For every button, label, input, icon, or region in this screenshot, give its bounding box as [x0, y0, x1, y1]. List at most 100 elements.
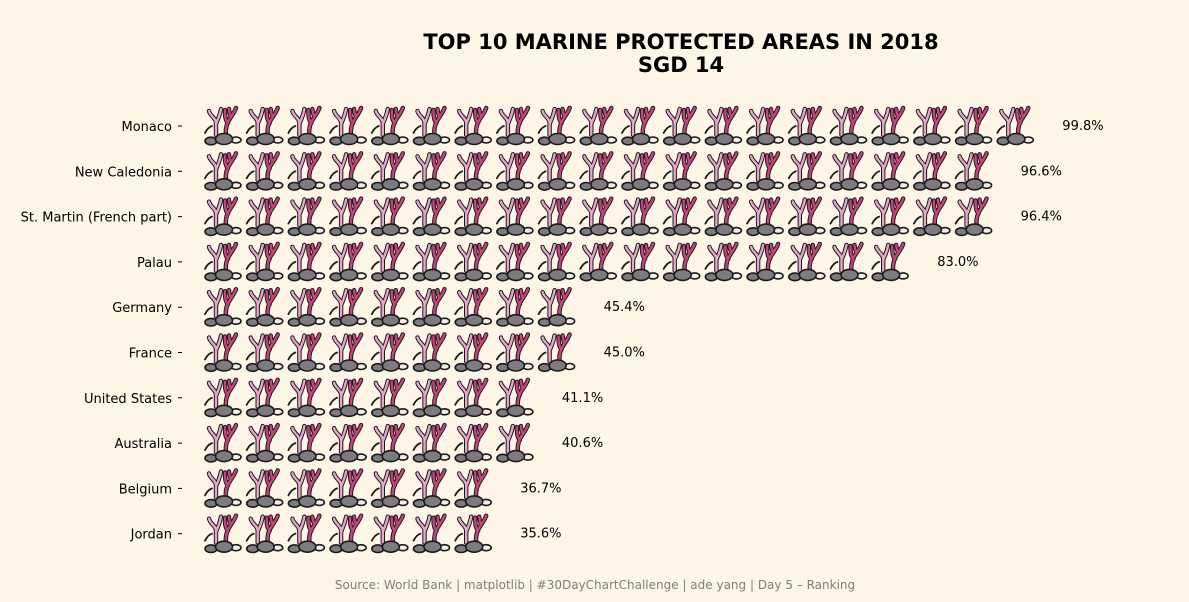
- coral-icon: [497, 108, 533, 145]
- coral-icon: [372, 516, 408, 553]
- value-label: 41.1%: [562, 391, 603, 406]
- coral-icon: [664, 244, 700, 281]
- coral-icon: [664, 108, 700, 145]
- category-label: New Caledonia: [75, 165, 172, 180]
- coral-icon: [414, 199, 450, 236]
- coral-icon: [414, 244, 450, 281]
- coral-icon: [205, 289, 241, 326]
- coral-icon: [705, 244, 741, 281]
- coral-icon: [455, 516, 491, 553]
- coral-icon: [872, 244, 908, 281]
- coral-icon: [497, 335, 533, 372]
- coral-icon: [372, 289, 408, 326]
- coral-icon: [247, 289, 283, 326]
- coral-icon: [288, 199, 324, 236]
- coral-icon: [539, 108, 575, 145]
- coral-icon: [622, 153, 658, 190]
- coral-icon: [497, 289, 533, 326]
- coral-icon: [580, 199, 616, 236]
- chart-row: New Caledonia 96.6%: [75, 153, 1062, 190]
- coral-icon: [497, 425, 533, 462]
- chart-row: Belgium 36.7%: [119, 470, 562, 507]
- coral-icon: [205, 199, 241, 236]
- category-label: Monaco: [122, 120, 173, 135]
- coral-icon: [372, 244, 408, 281]
- chart-row: Jordan 35.6%: [130, 516, 562, 553]
- coral-icon: [288, 153, 324, 190]
- coral-icon: [372, 425, 408, 462]
- coral-icon: [247, 153, 283, 190]
- value-label: 40.6%: [562, 436, 603, 451]
- coral-icon: [247, 470, 283, 507]
- coral-icon: [789, 199, 825, 236]
- coral-icon: [539, 335, 575, 372]
- coral-icon: [414, 289, 450, 326]
- coral-icon: [580, 244, 616, 281]
- coral-icon: [330, 244, 366, 281]
- coral-icon: [539, 199, 575, 236]
- value-label: 45.0%: [604, 346, 645, 361]
- coral-icon: [247, 380, 283, 417]
- coral-icon: [455, 425, 491, 462]
- category-label: St. Martin (French part): [21, 211, 172, 226]
- coral-icon: [414, 380, 450, 417]
- coral-icon: [455, 335, 491, 372]
- value-label: 83.0%: [937, 255, 978, 270]
- coral-icon: [247, 199, 283, 236]
- coral-icon: [664, 153, 700, 190]
- coral-icon: [247, 516, 283, 553]
- coral-icon: [705, 199, 741, 236]
- chart-row: Palau 83.0%: [137, 244, 979, 281]
- coral-icon: [997, 108, 1033, 145]
- coral-icon: [205, 470, 241, 507]
- coral-icon: [747, 108, 783, 145]
- coral-icon: [330, 380, 366, 417]
- coral-icon: [747, 244, 783, 281]
- coral-icon: [330, 470, 366, 507]
- coral-icon: [789, 108, 825, 145]
- coral-icon: [831, 153, 867, 190]
- coral-icon: [330, 425, 366, 462]
- category-label: Palau: [137, 256, 172, 271]
- coral-icon: [455, 470, 491, 507]
- coral-icon: [831, 199, 867, 236]
- chart-row: Monaco 99.8%: [122, 108, 1104, 145]
- coral-icon: [205, 153, 241, 190]
- category-label: Belgium: [119, 482, 172, 497]
- category-label: Jordan: [130, 528, 172, 543]
- coral-icon: [330, 108, 366, 145]
- coral-icon: [580, 153, 616, 190]
- coral-icon: [414, 516, 450, 553]
- coral-icon: [205, 335, 241, 372]
- category-label: France: [129, 347, 172, 362]
- category-label: United States: [84, 392, 172, 407]
- coral-icon: [455, 199, 491, 236]
- coral-icon: [956, 153, 992, 190]
- coral-icon: [622, 108, 658, 145]
- coral-icon: [914, 108, 950, 145]
- coral-icon: [914, 153, 950, 190]
- coral-icon: [580, 108, 616, 145]
- coral-icon: [539, 244, 575, 281]
- coral-icon: [288, 380, 324, 417]
- category-label: Australia: [114, 437, 172, 452]
- coral-icon: [539, 289, 575, 326]
- coral-icon: [455, 108, 491, 145]
- value-label: 35.6%: [520, 527, 561, 542]
- chart-row: St. Martin (French part) 96.4%: [21, 199, 1062, 236]
- coral-icon: [288, 516, 324, 553]
- coral-icon: [414, 153, 450, 190]
- coral-icon: [414, 470, 450, 507]
- coral-icon: [330, 516, 366, 553]
- value-label: 96.6%: [1021, 164, 1062, 179]
- coral-icon: [455, 289, 491, 326]
- coral-icon: [914, 199, 950, 236]
- coral-icon: [497, 244, 533, 281]
- coral-icon: [288, 289, 324, 326]
- value-label: 96.4%: [1021, 210, 1062, 225]
- coral-icon: [831, 108, 867, 145]
- coral-icon: [372, 199, 408, 236]
- chart-rows: Monaco 99.8% New Caledonia 96.6% St. Martin …: [21, 108, 1104, 553]
- coral-icon: [497, 153, 533, 190]
- coral-icon: [455, 153, 491, 190]
